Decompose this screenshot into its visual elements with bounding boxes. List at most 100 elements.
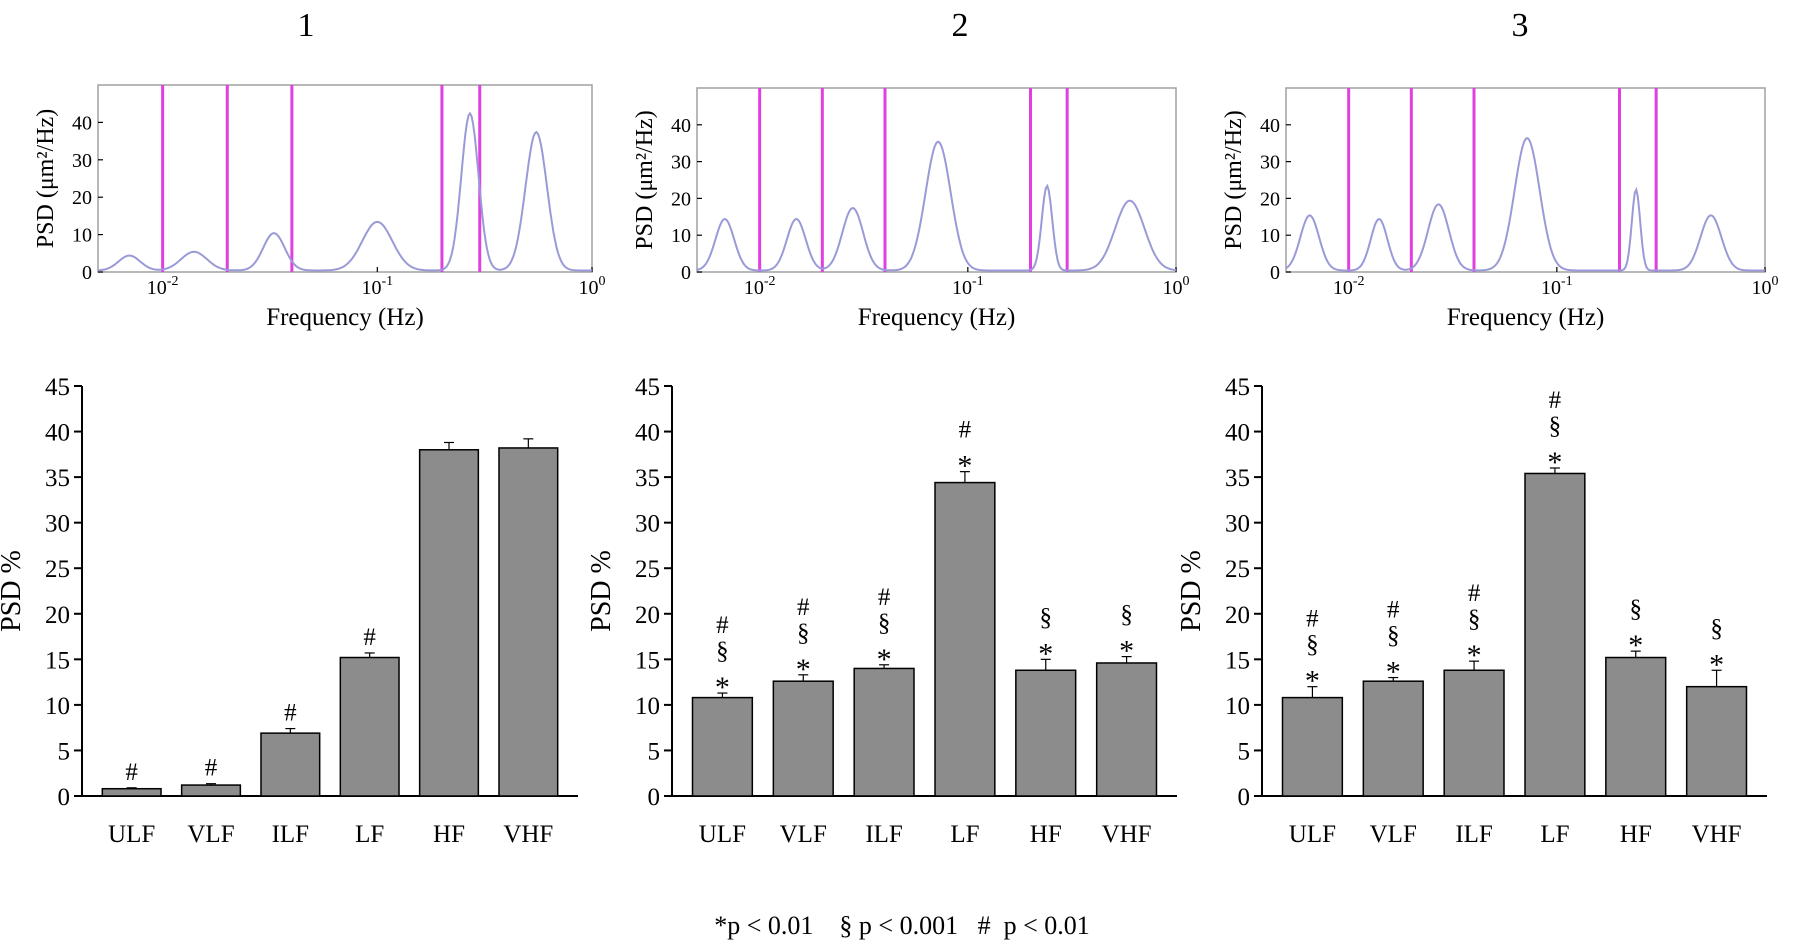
y-tick-label: 0 <box>82 262 92 284</box>
y-tick-label: 40 <box>635 420 660 447</box>
bar <box>691 696 754 797</box>
significance-mark: # <box>363 624 376 651</box>
x-tick-label: 100 <box>1752 274 1779 299</box>
y-tick-label: 10 <box>1260 225 1280 247</box>
significance-mark: * <box>1038 637 1053 670</box>
panel-title: 2 <box>952 7 969 44</box>
bar <box>1362 680 1424 797</box>
significance-mark: § <box>1710 615 1723 642</box>
y-tick-label: 5 <box>58 738 71 765</box>
x-tick-exponent: -2 <box>764 274 776 289</box>
significance-mark: * <box>1547 446 1562 479</box>
significance-mark: * <box>1709 648 1724 681</box>
y-tick-label: 15 <box>1225 647 1250 674</box>
spectrum-line <box>1285 136 1765 272</box>
x-tick-exponent: 0 <box>1772 274 1779 289</box>
x-tick-exponent: -2 <box>167 274 179 289</box>
bar <box>339 656 400 797</box>
x-tick-exponent: -1 <box>972 274 984 289</box>
significance-mark: # <box>284 700 297 727</box>
y-tick-label: 5 <box>648 738 661 765</box>
y-axis-label: PSD % <box>0 550 27 632</box>
x-category-label: ILF <box>1455 821 1493 848</box>
y-tick-label: 25 <box>1225 556 1250 583</box>
significance-mark: # <box>716 612 729 639</box>
x-category-label: ILF <box>272 821 310 848</box>
x-tick-base: 10 <box>1163 277 1183 299</box>
y-tick-label: 0 <box>648 784 661 811</box>
significance-mark: § <box>1040 604 1053 631</box>
x-tick-label: 100 <box>579 274 606 299</box>
x-tick-base: 10 <box>1752 277 1772 299</box>
x-category-label: HF <box>1030 821 1062 848</box>
significance-mark: # <box>878 584 891 611</box>
significance-mark: § <box>1306 632 1319 659</box>
x-tick-label: 10-1 <box>952 274 984 299</box>
significance-mark: * <box>1386 656 1401 689</box>
y-tick-label: 40 <box>1225 420 1250 447</box>
y-tick-label: 20 <box>635 602 660 629</box>
y-tick-label: 20 <box>72 187 92 209</box>
significance-mark: * <box>957 450 972 483</box>
x-tick-base: 10 <box>147 277 167 299</box>
footnote: *p < 0.01 § p < 0.001 # p < 0.01 <box>714 911 1090 940</box>
y-tick-label: 10 <box>635 693 660 720</box>
bar <box>1524 472 1586 797</box>
significance-mark: * <box>1119 635 1134 668</box>
y-tick-label: 35 <box>1225 465 1250 492</box>
x-category-label: ULF <box>699 821 746 848</box>
y-tick-label: 30 <box>671 152 691 174</box>
spectrum-line <box>97 111 592 272</box>
significance-mark: * <box>1305 665 1320 698</box>
x-tick-label: 100 <box>1163 274 1190 299</box>
bar <box>1095 662 1158 797</box>
bar <box>853 667 915 797</box>
x-category-label: LF <box>950 821 979 848</box>
x-tick-exponent: 0 <box>1183 274 1190 289</box>
x-category-label: VHF <box>1692 821 1742 848</box>
y-tick-label: 10 <box>671 225 691 247</box>
x-tick-label: 10-2 <box>744 274 776 299</box>
y-tick-label: 0 <box>1238 784 1251 811</box>
bar <box>101 787 162 797</box>
x-tick-exponent: -2 <box>1353 274 1365 289</box>
bar <box>260 732 321 797</box>
significance-mark: # <box>1549 387 1562 414</box>
y-tick-label: 10 <box>1225 693 1250 720</box>
significance-mark: § <box>1120 602 1133 629</box>
bar <box>1281 696 1344 797</box>
y-tick-label: 15 <box>635 647 660 674</box>
significance-mark: * <box>877 643 892 676</box>
y-tick-label: 30 <box>72 150 92 172</box>
spectrum-frame <box>97 84 593 273</box>
panel-title: 3 <box>1512 7 1529 44</box>
y-tick-label: 35 <box>635 465 660 492</box>
x-category-label: ULF <box>108 821 155 848</box>
y-tick-label: 45 <box>635 374 660 401</box>
spectrum-frame <box>1285 87 1766 273</box>
y-tick-label: 10 <box>72 225 92 247</box>
significance-mark: * <box>715 671 730 704</box>
y-tick-label: 10 <box>45 693 70 720</box>
x-category-label: HF <box>1620 821 1652 848</box>
significance-mark: # <box>125 759 138 786</box>
y-axis-label: PSD (μm²/Hz) <box>632 110 658 249</box>
significance-mark: # <box>205 755 218 782</box>
bar <box>418 449 480 797</box>
y-tick-label: 40 <box>671 115 691 137</box>
y-tick-label: 20 <box>671 188 691 210</box>
x-tick-base: 10 <box>1333 277 1353 299</box>
x-category-label: LF <box>355 821 384 848</box>
x-tick-label: 10-1 <box>1541 274 1573 299</box>
y-tick-label: 0 <box>1270 262 1280 284</box>
y-tick-label: 45 <box>1225 374 1250 401</box>
y-tick-label: 20 <box>1225 602 1250 629</box>
y-tick-label: 5 <box>1238 738 1251 765</box>
x-axis-label: Frequency (Hz) <box>858 304 1016 331</box>
x-tick-exponent: -1 <box>381 274 393 289</box>
y-tick-label: 20 <box>45 602 70 629</box>
y-tick-label: 20 <box>1260 188 1280 210</box>
spectrum-line <box>696 140 1177 272</box>
x-axis-label: Frequency (Hz) <box>1447 304 1605 331</box>
